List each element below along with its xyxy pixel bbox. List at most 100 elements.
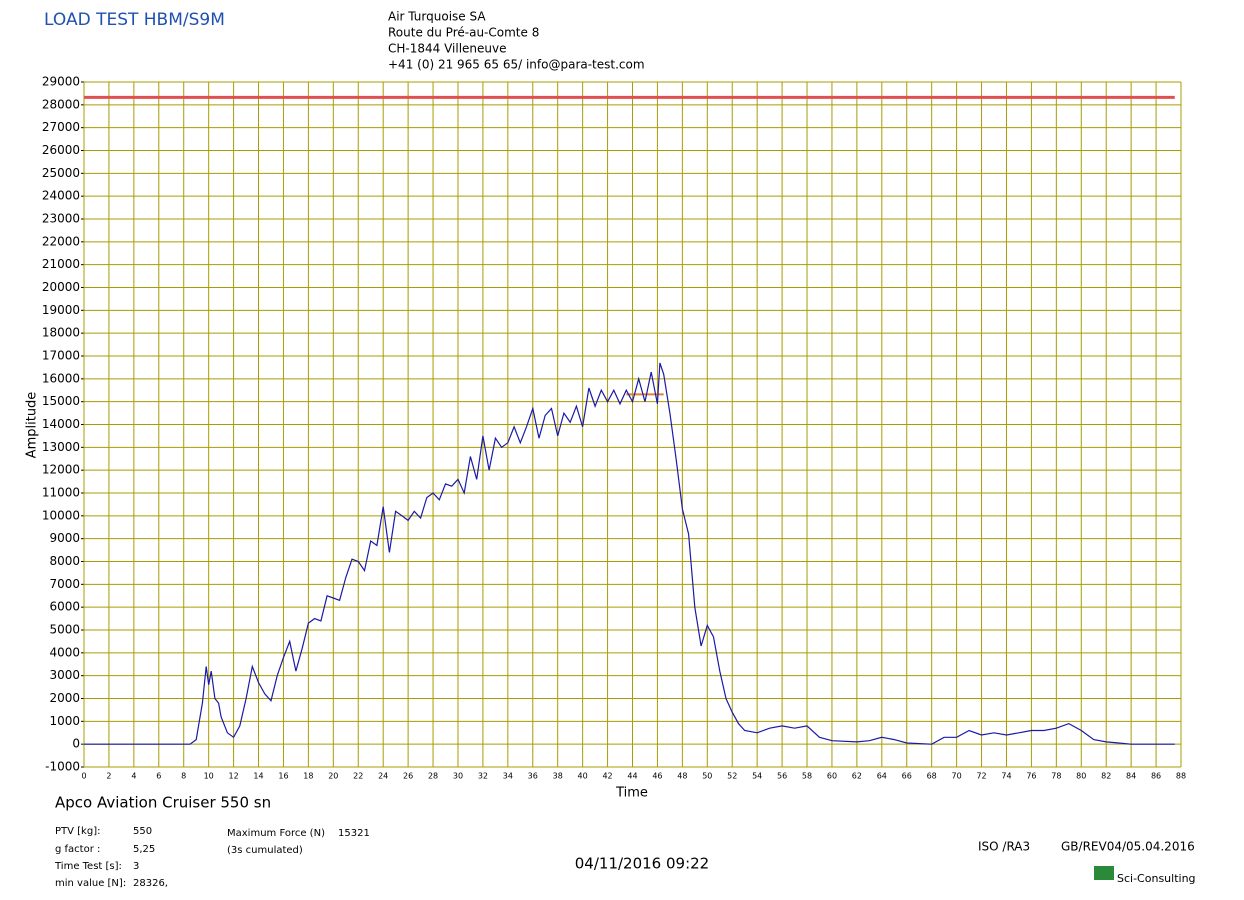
x-tick-label: 6 — [156, 772, 161, 781]
y-tick-label: 10000 — [42, 508, 80, 522]
y-axis-label: Amplitude — [25, 392, 40, 459]
x-tick-label: 76 — [1026, 772, 1036, 781]
x-tick-label: 18 — [303, 772, 313, 781]
x-tick-label: 88 — [1176, 772, 1186, 781]
y-tick-label: 15000 — [42, 394, 80, 408]
y-tick-label: 8000 — [49, 554, 80, 568]
x-tick-label: 10 — [204, 772, 214, 781]
y-tick-label: 20000 — [42, 280, 80, 294]
x-tick-label: 14 — [253, 772, 263, 781]
y-tick-label: 9000 — [49, 531, 80, 545]
title: LOAD TEST HBM/S9M — [44, 10, 225, 30]
x-tick-label: 8 — [181, 772, 186, 781]
date: 04/11/2016 09:22 — [575, 855, 709, 873]
y-tick-label: 26000 — [42, 143, 80, 157]
y-tick-label: -1000 — [45, 760, 80, 774]
x-tick-label: 38 — [553, 772, 563, 781]
x-tick-label: 52 — [727, 772, 737, 781]
y-tick-label: 14000 — [42, 417, 80, 431]
x-tick-label: 66 — [902, 772, 912, 781]
x-tick-label: 28 — [428, 772, 438, 781]
logo-icon — [1094, 866, 1114, 880]
y-tick-label: 16000 — [42, 371, 80, 385]
address: +41 (0) 21 965 65 65/ info@para-test.com — [388, 58, 645, 72]
x-tick-label: 58 — [802, 772, 812, 781]
y-tick-label: 7000 — [49, 577, 80, 591]
x-tick-label: 34 — [503, 772, 513, 781]
y-tick-label: 17000 — [42, 349, 80, 363]
y-tick-label: 1000 — [49, 714, 80, 728]
max-force-label: Maximum Force (N) — [227, 828, 325, 839]
x-tick-label: 56 — [777, 772, 787, 781]
revision: GB/REV04/05.04.2016 — [1061, 840, 1195, 854]
y-tick-label: 3000 — [49, 668, 80, 682]
y-tick-label: 21000 — [42, 257, 80, 271]
logo: Sci-Consulting — [1117, 872, 1196, 885]
x-tick-label: 16 — [278, 772, 288, 781]
iso: ISO /RA3 — [978, 840, 1030, 854]
x-tick-label: 22 — [353, 772, 363, 781]
x-tick-label: 86 — [1151, 772, 1161, 781]
x-tick-label: 2 — [106, 772, 111, 781]
y-tick-label: 24000 — [42, 189, 80, 203]
param-label: min value [N]: — [55, 878, 126, 889]
y-tick-label: 29000 — [42, 75, 80, 89]
param-value: 550 — [133, 826, 152, 837]
x-tick-label: 84 — [1126, 772, 1136, 781]
x-tick-label: 48 — [677, 772, 687, 781]
x-tick-label: 24 — [378, 772, 388, 781]
x-tick-label: 60 — [827, 772, 837, 781]
x-tick-label: 54 — [752, 772, 762, 781]
x-tick-label: 0 — [81, 772, 86, 781]
y-tick-label: 28000 — [42, 97, 80, 111]
param-label: g factor : — [55, 844, 100, 855]
x-tick-label: 68 — [927, 772, 937, 781]
x-tick-label: 42 — [602, 772, 612, 781]
x-tick-label: 78 — [1051, 772, 1061, 781]
y-tick-label: 27000 — [42, 120, 80, 134]
max-force: 15321 — [338, 828, 370, 839]
glider: Apco Aviation Cruiser 550 sn — [55, 794, 271, 812]
x-tick-label: 30 — [453, 772, 463, 781]
param-value: 5,25 — [133, 844, 155, 855]
y-tick-label: 19000 — [42, 303, 80, 317]
x-tick-label: 80 — [1076, 772, 1086, 781]
y-tick-label: 13000 — [42, 440, 80, 454]
x-tick-label: 62 — [852, 772, 862, 781]
x-tick-label: 40 — [578, 772, 588, 781]
y-tick-label: 0 — [72, 737, 80, 751]
address: Route du Pré-au-Comte 8 — [388, 26, 539, 40]
address: Air Turquoise SA — [388, 10, 486, 24]
x-tick-label: 32 — [478, 772, 488, 781]
y-tick-label: 25000 — [42, 166, 80, 180]
y-tick-label: 5000 — [49, 623, 80, 637]
x-tick-label: 82 — [1101, 772, 1111, 781]
param-value: 3 — [133, 861, 139, 872]
x-tick-label: 64 — [877, 772, 887, 781]
y-tick-label: 11000 — [42, 486, 80, 500]
y-tick-label: 22000 — [42, 234, 80, 248]
x-axis-label: Time — [615, 786, 648, 801]
param-label: Time Test [s]: — [54, 861, 122, 872]
x-tick-label: 74 — [1001, 772, 1011, 781]
x-tick-label: 50 — [702, 772, 712, 781]
y-tick-label: 23000 — [42, 212, 80, 226]
x-tick-label: 4 — [131, 772, 136, 781]
y-tick-label: 4000 — [49, 645, 80, 659]
x-tick-label: 26 — [403, 772, 413, 781]
param-value: 28326, — [133, 878, 168, 889]
y-tick-label: 12000 — [42, 463, 80, 477]
x-tick-label: 46 — [652, 772, 662, 781]
x-tick-label: 36 — [528, 772, 538, 781]
x-tick-label: 44 — [627, 772, 637, 781]
y-tick-label: 2000 — [49, 691, 80, 705]
x-tick-label: 20 — [328, 772, 338, 781]
y-tick-label: 18000 — [42, 326, 80, 340]
x-tick-label: 70 — [952, 772, 962, 781]
x-tick-label: 72 — [976, 772, 986, 781]
address: CH-1844 Villeneuve — [388, 42, 507, 56]
param-label: PTV [kg]: — [55, 826, 100, 837]
cumulated: (3s cumulated) — [227, 845, 303, 856]
y-tick-label: 6000 — [49, 600, 80, 614]
